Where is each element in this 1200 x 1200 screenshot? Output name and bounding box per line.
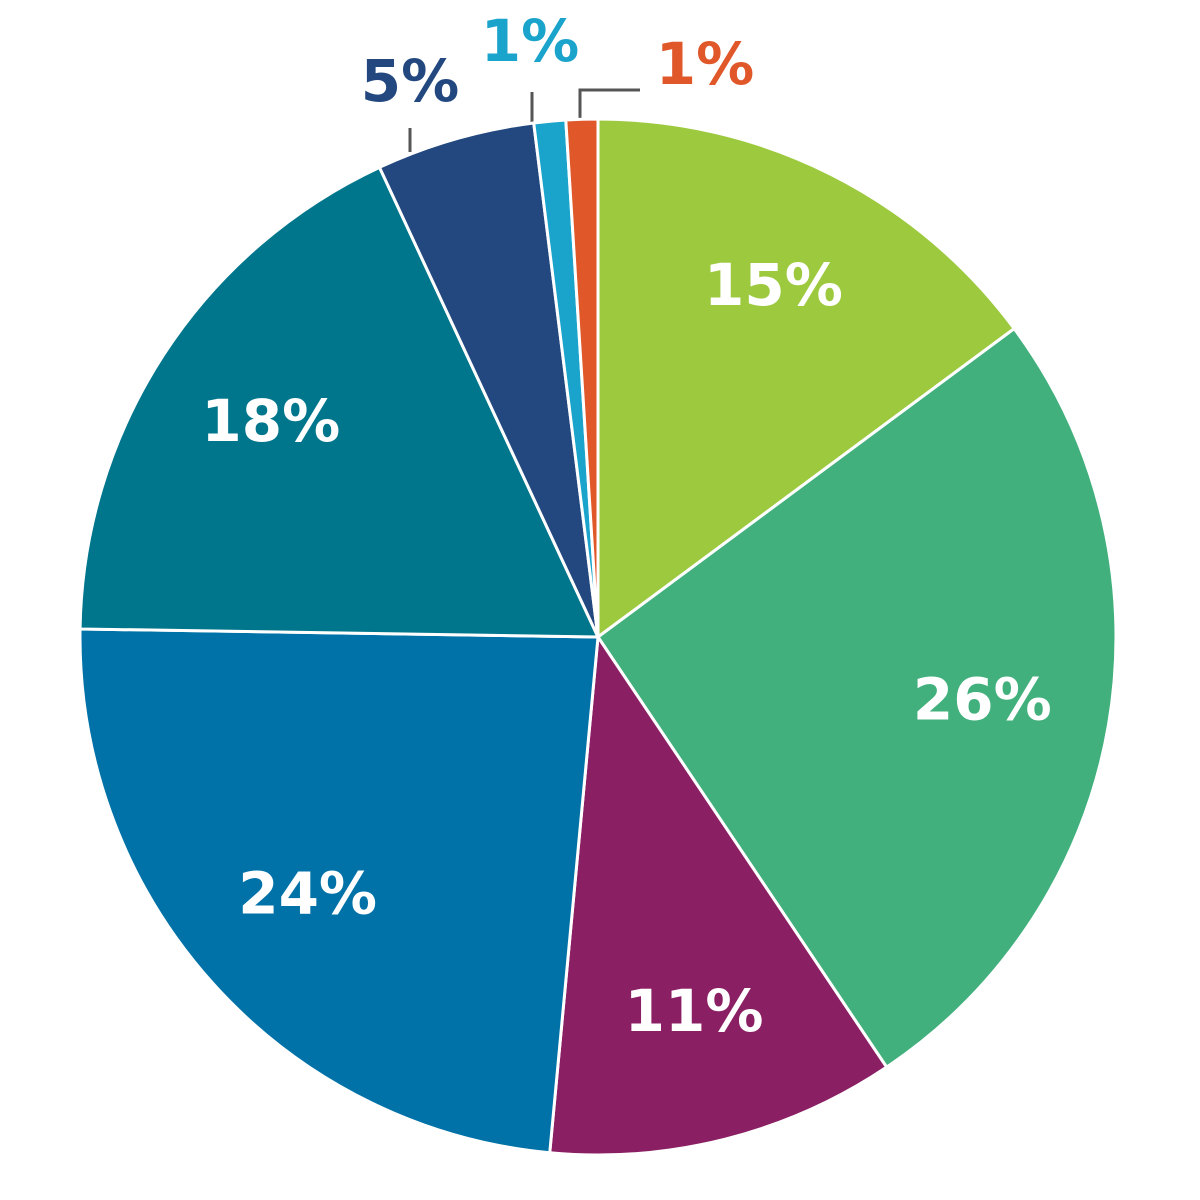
leader-line: [578, 88, 640, 120]
pie-slice: [595, 326, 1118, 1070]
data-label: 18%: [201, 387, 340, 455]
data-label: 1%: [481, 7, 579, 75]
pie-slice: [78, 627, 600, 1155]
leader-lines: [408, 88, 640, 152]
data-label: 5%: [361, 47, 459, 115]
data-label: 1%: [656, 30, 754, 98]
data-label: 24%: [238, 859, 377, 927]
data-label: 11%: [625, 977, 764, 1045]
pie-slice: [564, 117, 600, 638]
pie-slice: [78, 165, 601, 639]
data-label: 26%: [913, 666, 1052, 734]
pie-slice: [596, 117, 1017, 640]
pie-slice: [548, 632, 889, 1157]
data-label: 15%: [704, 251, 843, 319]
pie-slice: [377, 121, 600, 638]
